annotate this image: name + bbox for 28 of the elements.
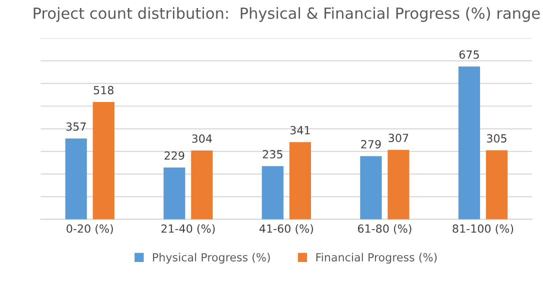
data-label: 357 (66, 122, 86, 131)
bar (65, 138, 87, 220)
data-label: 279 (361, 140, 381, 148)
bar (191, 150, 213, 220)
bar (458, 66, 480, 220)
data-label: 235 (262, 150, 282, 158)
bar (289, 142, 312, 220)
data-label: 304 (192, 134, 212, 143)
x-tick-label: 61-80 (%) (358, 224, 412, 234)
bar (486, 150, 508, 220)
x-tick-label: 0-20 (%) (66, 224, 113, 234)
bar (360, 156, 382, 220)
bar (92, 102, 114, 220)
data-label: 675 (459, 50, 479, 59)
legend-label: Physical Progress (%) (153, 252, 270, 264)
bar (262, 166, 284, 220)
data-label: 229 (164, 151, 184, 160)
bar (388, 150, 410, 220)
data-label: 341 (290, 126, 310, 134)
chart-title: Project count distribution: Physical & Financial Progress (%) range (34, 7, 540, 22)
x-tick-label: 41-60 (%) (259, 224, 313, 234)
data-label: 307 (388, 134, 408, 142)
data-label: 518 (94, 86, 114, 94)
legend-label: Financial Progress (%) (316, 252, 437, 264)
x-tick-label: 81-100 (%) (452, 224, 514, 234)
data-label: 305 (487, 134, 506, 143)
x-tick-label: 21-40 (%) (161, 224, 215, 234)
bar (164, 167, 186, 220)
